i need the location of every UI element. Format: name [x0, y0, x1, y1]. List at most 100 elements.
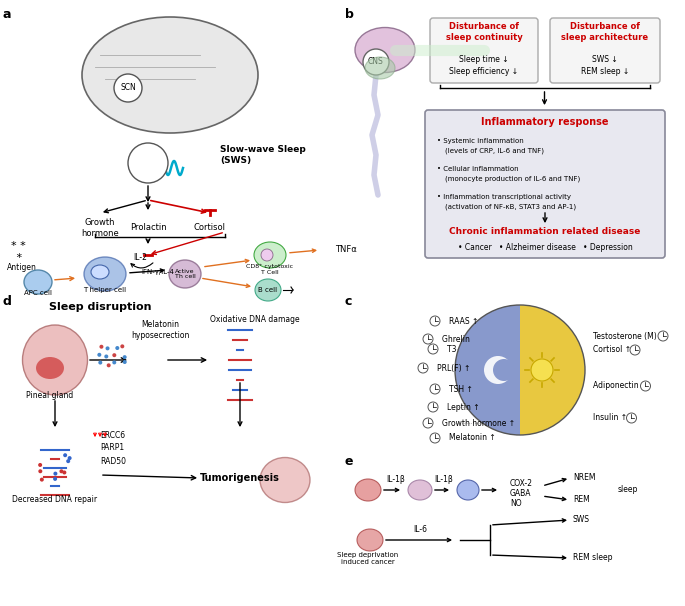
Circle shape: [484, 356, 512, 384]
Text: * *
 *: * * *: [11, 241, 25, 263]
Ellipse shape: [36, 357, 64, 379]
Circle shape: [108, 345, 112, 349]
Circle shape: [128, 143, 168, 183]
Text: Sleep disruption: Sleep disruption: [49, 302, 151, 312]
Circle shape: [630, 345, 640, 355]
Ellipse shape: [24, 270, 52, 294]
Text: Cortisol ↑: Cortisol ↑: [593, 345, 631, 355]
Circle shape: [123, 364, 126, 368]
Text: e: e: [345, 455, 353, 468]
Circle shape: [423, 334, 433, 344]
Circle shape: [63, 468, 66, 472]
Text: Oxidative DNA damage: Oxidative DNA damage: [210, 316, 300, 324]
Circle shape: [114, 74, 142, 102]
Circle shape: [63, 470, 67, 474]
Text: Sleep time ↓: Sleep time ↓: [459, 56, 509, 64]
FancyBboxPatch shape: [425, 110, 665, 258]
Circle shape: [428, 402, 438, 412]
Circle shape: [113, 345, 117, 350]
Circle shape: [658, 331, 668, 341]
Circle shape: [531, 359, 553, 381]
Text: RAD50: RAD50: [100, 456, 126, 465]
Circle shape: [124, 352, 127, 356]
Text: CNS: CNS: [368, 58, 384, 67]
Ellipse shape: [169, 260, 201, 288]
Text: SCN: SCN: [120, 84, 136, 93]
Text: Disturbance of
sleep architecture: Disturbance of sleep architecture: [562, 22, 649, 42]
Circle shape: [430, 316, 440, 326]
Text: Tumorigenesis: Tumorigenesis: [200, 473, 280, 483]
Text: Leptin ↑: Leptin ↑: [447, 402, 479, 411]
Ellipse shape: [254, 242, 286, 268]
Text: APC cell: APC cell: [24, 290, 52, 296]
Text: Sleep deprivation
induced cancer: Sleep deprivation induced cancer: [338, 551, 399, 565]
Ellipse shape: [91, 265, 109, 279]
Text: T3: T3: [447, 344, 459, 353]
Circle shape: [105, 360, 110, 364]
Text: T helper cell: T helper cell: [84, 287, 127, 293]
Text: Decreased DNA repair: Decreased DNA repair: [12, 496, 97, 505]
Ellipse shape: [82, 17, 258, 133]
Text: SWS: SWS: [573, 516, 590, 525]
Circle shape: [38, 457, 42, 461]
Text: PRL(F) ↑: PRL(F) ↑: [437, 364, 471, 373]
Text: Adiponectin ↑: Adiponectin ↑: [593, 382, 647, 390]
Text: Prolactin: Prolactin: [129, 224, 166, 233]
Text: NREM: NREM: [573, 473, 595, 482]
Text: Testosterone (M) ↑: Testosterone (M) ↑: [593, 331, 666, 341]
Text: Chronic inflammation related disease: Chronic inflammation related disease: [449, 227, 640, 236]
Ellipse shape: [365, 57, 395, 79]
Text: REM sleep: REM sleep: [573, 553, 612, 562]
Text: IL-1β: IL-1β: [386, 476, 406, 485]
Text: B cell: B cell: [258, 287, 277, 293]
Ellipse shape: [408, 480, 432, 500]
Circle shape: [71, 482, 75, 486]
Text: Growth hormone ↑: Growth hormone ↑: [442, 419, 515, 427]
Text: Sleep efficiency ↓: Sleep efficiency ↓: [449, 67, 519, 76]
Wedge shape: [520, 305, 585, 435]
Text: NO: NO: [510, 499, 521, 508]
Text: RAAS ↑: RAAS ↑: [449, 316, 478, 325]
Ellipse shape: [84, 257, 126, 291]
Circle shape: [493, 359, 515, 381]
FancyBboxPatch shape: [430, 18, 538, 83]
Text: REM sleep ↓: REM sleep ↓: [581, 67, 629, 76]
Text: Slow-wave Sleep
(SWS): Slow-wave Sleep (SWS): [220, 145, 306, 165]
Text: • Cancer   • Alzheimer disease   • Depression: • Cancer • Alzheimer disease • Depressio…: [458, 244, 632, 253]
Circle shape: [113, 355, 116, 359]
Circle shape: [428, 344, 438, 354]
Circle shape: [56, 479, 60, 483]
Text: b: b: [345, 8, 354, 21]
Circle shape: [261, 249, 273, 261]
Text: ERCC6: ERCC6: [100, 430, 125, 439]
FancyBboxPatch shape: [550, 18, 660, 83]
Ellipse shape: [255, 279, 281, 301]
Circle shape: [51, 482, 55, 486]
Text: PARP1: PARP1: [100, 444, 124, 453]
Text: GABA: GABA: [510, 490, 532, 499]
Ellipse shape: [23, 325, 88, 395]
Text: c: c: [345, 295, 352, 308]
Circle shape: [430, 433, 440, 443]
Text: Growth
hormone: Growth hormone: [81, 218, 119, 238]
Text: sleep: sleep: [618, 485, 638, 494]
Text: Inflammatory response: Inflammatory response: [482, 117, 609, 127]
Text: REM: REM: [573, 496, 590, 505]
Circle shape: [114, 364, 118, 367]
Text: d: d: [3, 295, 12, 308]
Text: Insulin ↑: Insulin ↑: [593, 413, 627, 422]
Text: IL-2: IL-2: [133, 253, 147, 262]
Ellipse shape: [260, 458, 310, 502]
Text: • Cellular inflammation: • Cellular inflammation: [437, 166, 519, 172]
Circle shape: [37, 478, 40, 482]
Circle shape: [96, 352, 100, 356]
Text: a: a: [3, 8, 12, 21]
Text: Cortisol: Cortisol: [194, 224, 226, 233]
Text: TSH ↑: TSH ↑: [449, 384, 473, 393]
Circle shape: [68, 455, 72, 459]
Text: (levels of CRP, IL-6 and TNF): (levels of CRP, IL-6 and TNF): [445, 148, 544, 155]
Ellipse shape: [457, 480, 479, 500]
Text: • Systemic inflammation: • Systemic inflammation: [437, 138, 524, 144]
Text: COX-2: COX-2: [510, 479, 533, 488]
Circle shape: [124, 348, 127, 352]
